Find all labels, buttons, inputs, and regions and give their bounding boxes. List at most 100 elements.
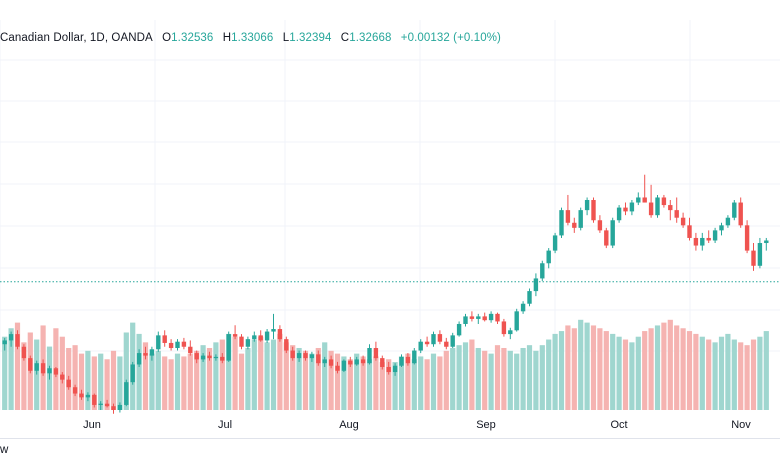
- candle[interactable]: [328, 355, 334, 369]
- candle[interactable]: [578, 207, 583, 231]
- candle[interactable]: [437, 330, 443, 345]
- candle[interactable]: [764, 237, 769, 251]
- candle[interactable]: [444, 337, 449, 350]
- candle[interactable]: [725, 215, 731, 228]
- candle[interactable]: [674, 197, 679, 223]
- candle[interactable]: [264, 329, 270, 343]
- candle[interactable]: [642, 174, 647, 203]
- candle[interactable]: [591, 197, 596, 223]
- candle[interactable]: [232, 325, 238, 340]
- candle[interactable]: [668, 200, 673, 221]
- candle[interactable]: [194, 350, 199, 364]
- candle[interactable]: [738, 197, 743, 228]
- candle[interactable]: [360, 355, 366, 366]
- candle[interactable]: [469, 311, 475, 322]
- candle[interactable]: [271, 313, 276, 340]
- candle[interactable]: [559, 207, 564, 238]
- candle[interactable]: [316, 350, 321, 366]
- candle[interactable]: [744, 220, 750, 254]
- candle[interactable]: [456, 321, 462, 337]
- candle[interactable]: [40, 359, 46, 376]
- candle[interactable]: [92, 393, 97, 408]
- candle[interactable]: [751, 243, 756, 271]
- candle[interactable]: [712, 227, 718, 244]
- candle[interactable]: [757, 237, 763, 269]
- candle[interactable]: [424, 336, 430, 347]
- candle[interactable]: [124, 379, 129, 407]
- candle[interactable]: [175, 339, 180, 351]
- candle[interactable]: [348, 356, 353, 367]
- candle[interactable]: [450, 332, 455, 349]
- candle[interactable]: [53, 366, 59, 378]
- candle[interactable]: [149, 346, 155, 361]
- candle[interactable]: [181, 337, 187, 350]
- candle[interactable]: [495, 312, 500, 324]
- candle[interactable]: [661, 194, 667, 208]
- candle[interactable]: [565, 194, 571, 226]
- candle[interactable]: [616, 205, 622, 223]
- candle[interactable]: [309, 351, 315, 362]
- candle[interactable]: [418, 339, 423, 354]
- candle[interactable]: [732, 200, 737, 221]
- candle[interactable]: [258, 330, 263, 342]
- candle[interactable]: [546, 248, 551, 269]
- candle[interactable]: [693, 232, 699, 251]
- candle[interactable]: [380, 355, 385, 370]
- candle[interactable]: [706, 230, 711, 244]
- candle[interactable]: [373, 341, 379, 361]
- candle[interactable]: [156, 331, 161, 352]
- candle[interactable]: [207, 351, 212, 361]
- candle[interactable]: [15, 330, 20, 350]
- candle[interactable]: [34, 360, 39, 375]
- candle[interactable]: [130, 361, 135, 385]
- candle[interactable]: [412, 348, 417, 365]
- candle[interactable]: [117, 402, 123, 413]
- candle[interactable]: [200, 353, 206, 362]
- candle[interactable]: [636, 192, 641, 206]
- candle[interactable]: [527, 288, 532, 307]
- candle[interactable]: [354, 356, 359, 366]
- candle[interactable]: [648, 184, 654, 218]
- candle[interactable]: [488, 311, 494, 323]
- candle[interactable]: [392, 363, 398, 376]
- candle[interactable]: [482, 312, 487, 322]
- candle[interactable]: [610, 217, 615, 249]
- candle[interactable]: [2, 337, 7, 351]
- footer-text[interactable]: w: [0, 444, 9, 456]
- candle[interactable]: [252, 331, 257, 342]
- candle[interactable]: [136, 349, 142, 367]
- candle[interactable]: [239, 334, 244, 350]
- candle[interactable]: [341, 359, 347, 373]
- candle[interactable]: [66, 375, 71, 390]
- candle[interactable]: [60, 372, 65, 384]
- candle[interactable]: [508, 327, 513, 340]
- candle[interactable]: [623, 202, 628, 216]
- candle[interactable]: [277, 325, 283, 342]
- candle[interactable]: [111, 403, 116, 414]
- candle[interactable]: [386, 361, 391, 375]
- candle[interactable]: [284, 336, 289, 354]
- candle[interactable]: [98, 401, 103, 410]
- candle[interactable]: [572, 217, 577, 233]
- candle[interactable]: [303, 350, 308, 361]
- candle[interactable]: [463, 313, 468, 327]
- candle[interactable]: [85, 392, 91, 402]
- candle[interactable]: [533, 273, 539, 297]
- candle[interactable]: [21, 344, 27, 361]
- candle[interactable]: [168, 339, 174, 351]
- candle[interactable]: [28, 355, 33, 374]
- candle[interactable]: [47, 365, 52, 380]
- candle[interactable]: [213, 354, 219, 361]
- candle[interactable]: [597, 215, 603, 233]
- candle[interactable]: [322, 356, 327, 367]
- candle[interactable]: [700, 232, 705, 251]
- candle[interactable]: [405, 353, 411, 366]
- candle[interactable]: [501, 318, 507, 337]
- candle[interactable]: [604, 227, 609, 249]
- candle[interactable]: [104, 399, 110, 408]
- candle[interactable]: [79, 389, 84, 400]
- candle[interactable]: [188, 340, 193, 356]
- candle[interactable]: [629, 200, 635, 216]
- candle[interactable]: [655, 194, 660, 218]
- candle[interactable]: [226, 331, 231, 362]
